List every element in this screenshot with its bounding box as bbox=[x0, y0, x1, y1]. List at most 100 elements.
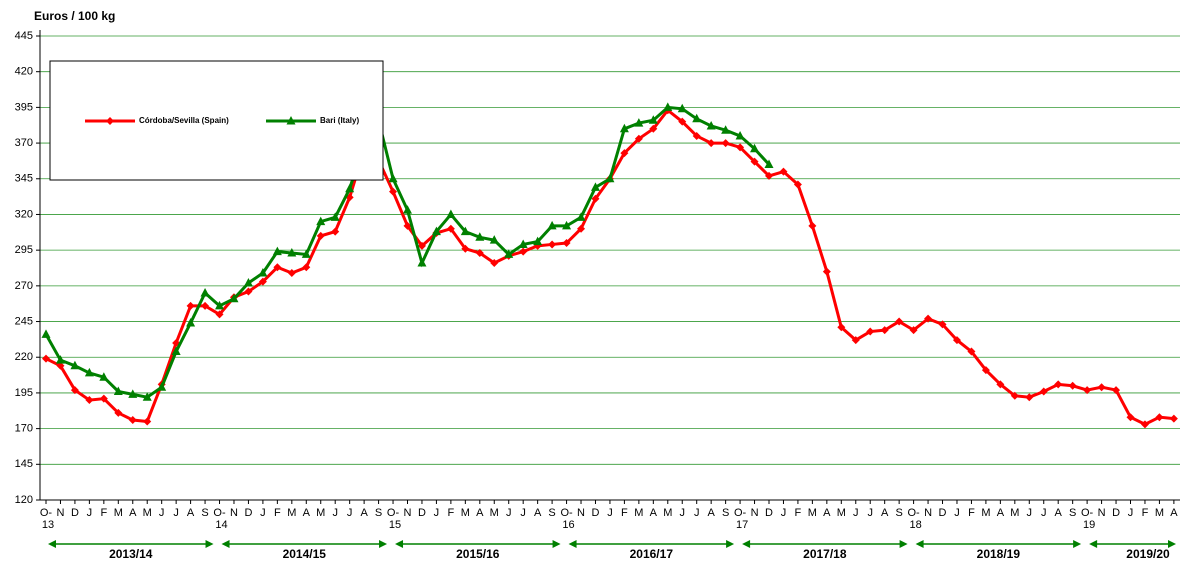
marker bbox=[648, 115, 658, 124]
marker bbox=[938, 320, 947, 329]
x-tick-label: J bbox=[87, 507, 93, 519]
x-tick-label: M bbox=[490, 507, 499, 519]
marker bbox=[244, 287, 253, 296]
marker bbox=[1083, 386, 1092, 395]
marker bbox=[55, 355, 65, 364]
marker bbox=[143, 417, 152, 426]
marker bbox=[99, 372, 109, 381]
x-tick-label: A bbox=[823, 507, 831, 519]
x-tick-label: F bbox=[1142, 507, 1149, 519]
x-tick-label: N bbox=[1098, 507, 1106, 519]
x-tick-label: N bbox=[577, 507, 585, 519]
y-tick-label: 170 bbox=[15, 423, 33, 435]
marker bbox=[590, 182, 600, 191]
marker bbox=[186, 301, 195, 310]
x-tick-label: F bbox=[274, 507, 281, 519]
marker bbox=[84, 367, 94, 377]
y-tick-label: 195 bbox=[15, 387, 33, 399]
marker bbox=[287, 248, 297, 257]
marker bbox=[750, 157, 759, 166]
marker bbox=[605, 173, 615, 183]
marker bbox=[1097, 383, 1106, 392]
marker bbox=[996, 380, 1005, 389]
x-tick-label: J bbox=[1027, 507, 1033, 519]
marker bbox=[114, 408, 123, 417]
marker bbox=[547, 220, 557, 230]
x-tick-label: D bbox=[1112, 507, 1120, 519]
marker bbox=[577, 224, 586, 233]
x-tick-label: M bbox=[1010, 507, 1019, 519]
x-tick-label: A bbox=[881, 507, 889, 519]
x-tick-label: J bbox=[694, 507, 700, 519]
x-tick-label: J bbox=[260, 507, 266, 519]
marker bbox=[677, 103, 687, 113]
marker bbox=[460, 226, 470, 236]
marker bbox=[302, 263, 311, 272]
x-tick-label: J bbox=[607, 507, 613, 519]
marker bbox=[99, 394, 108, 403]
y-tick-label: 370 bbox=[15, 137, 33, 149]
marker bbox=[735, 130, 745, 140]
marker bbox=[42, 354, 50, 363]
y-tick-label: 420 bbox=[15, 66, 33, 78]
y-axis-label: Euros / 100 kg bbox=[34, 9, 115, 23]
marker bbox=[417, 258, 427, 267]
x-tick-label: M bbox=[837, 507, 846, 519]
marker bbox=[475, 249, 484, 258]
marker bbox=[808, 221, 817, 230]
marker bbox=[1155, 413, 1164, 422]
year-label: 16 bbox=[562, 519, 574, 531]
year-label: 17 bbox=[736, 519, 748, 531]
marker bbox=[128, 389, 138, 398]
marker bbox=[446, 209, 456, 218]
x-tick-label: M bbox=[316, 507, 325, 519]
marker bbox=[765, 171, 773, 180]
legend-label: Córdoba/Sevilla (Spain) bbox=[139, 116, 229, 125]
marker bbox=[215, 310, 224, 319]
marker bbox=[764, 159, 774, 168]
marker bbox=[56, 361, 65, 370]
marker bbox=[186, 317, 196, 327]
x-tick-label: D bbox=[418, 507, 426, 519]
y-tick-label: 220 bbox=[15, 351, 33, 363]
x-tick-label: F bbox=[795, 507, 802, 519]
season-label: 2015/16 bbox=[456, 547, 500, 561]
x-tick-label: D bbox=[592, 507, 600, 519]
x-tick-label: S bbox=[895, 507, 902, 519]
x-tick-label: N bbox=[751, 507, 759, 519]
marker bbox=[201, 301, 210, 310]
legend-label: Bari (Italy) bbox=[320, 116, 359, 125]
x-tick-label: N bbox=[924, 507, 932, 519]
arrow-head bbox=[48, 540, 56, 548]
marker bbox=[1169, 414, 1178, 423]
marker bbox=[620, 149, 629, 158]
y-tick-label: 270 bbox=[15, 280, 33, 292]
x-tick-label: M bbox=[287, 507, 296, 519]
marker bbox=[548, 240, 557, 249]
x-tick-label: J bbox=[1041, 507, 1047, 519]
marker bbox=[345, 183, 355, 193]
marker bbox=[736, 143, 745, 152]
x-tick-label: M bbox=[1155, 507, 1164, 519]
x-tick-label: N bbox=[230, 507, 238, 519]
x-tick-label: J bbox=[434, 507, 440, 519]
season-label: 2018/19 bbox=[977, 547, 1021, 561]
marker bbox=[215, 300, 225, 310]
x-tick-label: A bbox=[534, 507, 542, 519]
y-tick-label: 145 bbox=[15, 458, 33, 470]
x-tick-label: M bbox=[808, 507, 817, 519]
marker bbox=[258, 277, 267, 286]
marker bbox=[721, 125, 731, 134]
marker bbox=[692, 131, 701, 140]
x-tick-label: J bbox=[679, 507, 685, 519]
x-tick-label: M bbox=[981, 507, 990, 519]
marker bbox=[692, 113, 702, 123]
year-label: 19 bbox=[1083, 519, 1095, 531]
marker bbox=[779, 167, 788, 176]
x-tick-label: J bbox=[347, 507, 353, 519]
year-label: 13 bbox=[42, 519, 54, 531]
marker bbox=[403, 221, 412, 230]
x-tick-label: D bbox=[71, 507, 79, 519]
marker bbox=[866, 327, 875, 336]
